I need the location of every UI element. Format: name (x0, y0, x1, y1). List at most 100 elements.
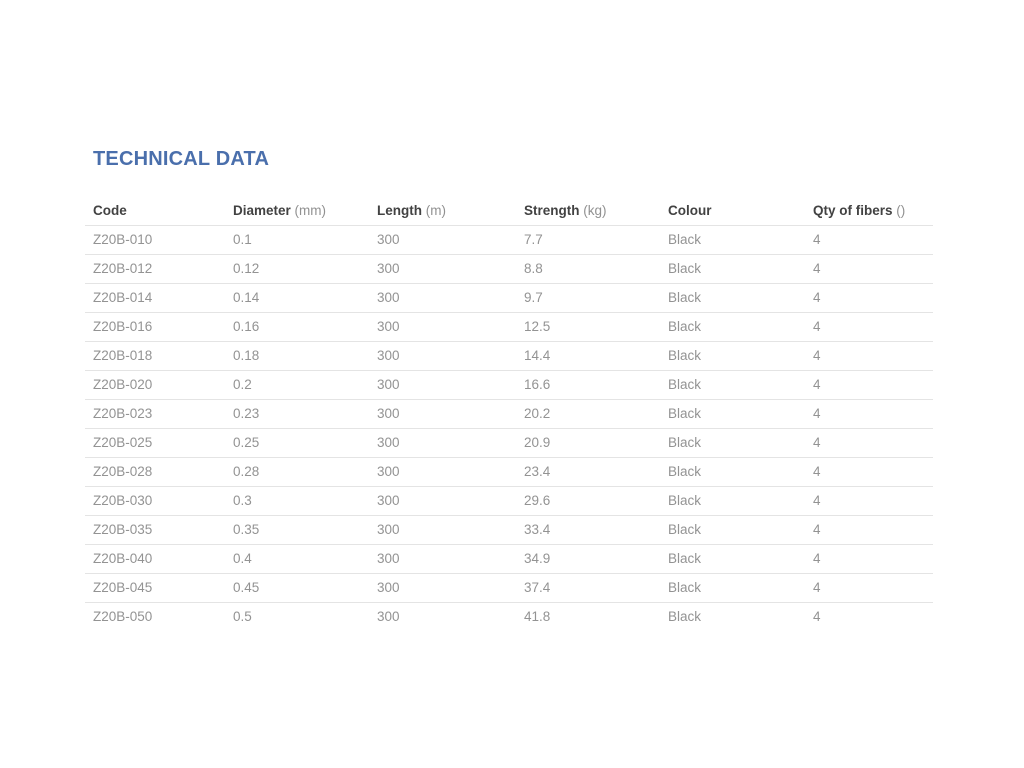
table-cell: 16.6 (516, 369, 660, 399)
technical-data-table: Code Diameter (mm) Length (m) Strength (kg)… (85, 196, 933, 631)
table-cell: 4 (805, 601, 933, 631)
table-cell: Black (660, 369, 805, 399)
table-cell: Z20B-028 (85, 456, 225, 486)
table-cell: 0.45 (225, 572, 369, 602)
table-cell: Black (660, 311, 805, 341)
table-cell: 300 (369, 369, 516, 399)
table-cell: Black (660, 427, 805, 457)
table-cell: 0.2 (225, 369, 369, 399)
table-body: Z20B-010 0.1 300 7.7 Black 4 Z20B-012 0.12 300 8.… (85, 224, 933, 631)
table-cell: 0.14 (225, 282, 369, 312)
table-cell: Z20B-016 (85, 311, 225, 341)
table-cell: 41.8 (516, 601, 660, 631)
table-row: Z20B-018 0.18 300 14.4 Black 4 (85, 340, 933, 370)
column-unit: (m) (422, 202, 446, 218)
table-row: Z20B-040 0.4 300 34.9 Black 4 (85, 543, 933, 573)
table-cell: Z20B-020 (85, 369, 225, 399)
table-row: Z20B-020 0.2 300 16.6 Black 4 (85, 369, 933, 399)
table-cell: 300 (369, 311, 516, 341)
column-header: Length (m) (369, 196, 516, 225)
table-row: Z20B-030 0.3 300 29.6 Black 4 (85, 485, 933, 515)
table-cell: 4 (805, 311, 933, 341)
table-cell: 0.12 (225, 253, 369, 283)
table-cell: 23.4 (516, 456, 660, 486)
table-row: Z20B-035 0.35 300 33.4 Black 4 (85, 514, 933, 544)
table-cell: Z20B-014 (85, 282, 225, 312)
table-cell: Black (660, 572, 805, 602)
table-row: Z20B-050 0.5 300 41.8 Black 4 (85, 601, 933, 631)
table-cell: Black (660, 601, 805, 631)
column-header: Strength (kg) (516, 196, 660, 225)
table-row: Z20B-045 0.45 300 37.4 Black 4 (85, 572, 933, 602)
column-unit: (kg) (579, 202, 607, 218)
table-cell: Black (660, 543, 805, 573)
table-cell: 300 (369, 514, 516, 544)
table-row: Z20B-023 0.23 300 20.2 Black 4 (85, 398, 933, 428)
table-cell: 300 (369, 282, 516, 312)
table-cell: Z20B-045 (85, 572, 225, 602)
table-cell: 34.9 (516, 543, 660, 573)
table-cell: 33.4 (516, 514, 660, 544)
table-cell: 37.4 (516, 572, 660, 602)
table-cell: 0.28 (225, 456, 369, 486)
table-cell: Black (660, 456, 805, 486)
table-cell: 300 (369, 427, 516, 457)
table-cell: Z20B-050 (85, 601, 225, 631)
table-cell: 300 (369, 601, 516, 631)
table-cell: 0.1 (225, 224, 369, 254)
table-row: Z20B-016 0.16 300 12.5 Black 4 (85, 311, 933, 341)
table-cell: Black (660, 253, 805, 283)
table-cell: 4 (805, 282, 933, 312)
table-cell: Black (660, 485, 805, 515)
table-cell: 4 (805, 485, 933, 515)
table-cell: 29.6 (516, 485, 660, 515)
table-row: Z20B-012 0.12 300 8.8 Black 4 (85, 253, 933, 283)
column-unit: (mm) (290, 202, 327, 218)
page-title: TECHNICAL DATA (93, 148, 270, 170)
table-row: Z20B-028 0.28 300 23.4 Black 4 (85, 456, 933, 486)
column-label: Length (377, 202, 422, 218)
table-cell: 0.35 (225, 514, 369, 544)
table-cell: Z20B-023 (85, 398, 225, 428)
table-cell: 0.23 (225, 398, 369, 428)
column-header: Qty of fibers () (805, 196, 933, 225)
table-cell: 4 (805, 456, 933, 486)
table-cell: 300 (369, 398, 516, 428)
table-cell: 4 (805, 340, 933, 370)
table-cell: 7.7 (516, 224, 660, 254)
table-cell: 300 (369, 340, 516, 370)
table-cell: 300 (369, 253, 516, 283)
table-cell: 300 (369, 224, 516, 254)
table-cell: Z20B-010 (85, 224, 225, 254)
table-cell: 20.2 (516, 398, 660, 428)
column-header: Code (85, 196, 225, 225)
table-cell: Black (660, 224, 805, 254)
table-cell: 4 (805, 572, 933, 602)
table-cell: 4 (805, 369, 933, 399)
table-cell: Black (660, 282, 805, 312)
table-cell: 4 (805, 398, 933, 428)
table-cell: 300 (369, 456, 516, 486)
column-label: Strength (524, 202, 580, 218)
table-cell: Black (660, 398, 805, 428)
column-unit: () (892, 202, 906, 218)
table-cell: 300 (369, 485, 516, 515)
column-header: Diameter (mm) (225, 196, 369, 225)
table-cell: 0.5 (225, 601, 369, 631)
table-cell: Z20B-035 (85, 514, 225, 544)
table-cell: 4 (805, 543, 933, 573)
table-cell: 300 (369, 572, 516, 602)
table-cell: 4 (805, 224, 933, 254)
column-header: Colour (660, 196, 805, 225)
table-cell: 12.5 (516, 311, 660, 341)
table-cell: Z20B-030 (85, 485, 225, 515)
table-row: Z20B-014 0.14 300 9.7 Black 4 (85, 282, 933, 312)
table-row: Z20B-025 0.25 300 20.9 Black 4 (85, 427, 933, 457)
table-cell: 4 (805, 427, 933, 457)
table-cell: 300 (369, 543, 516, 573)
table-cell: Black (660, 514, 805, 544)
column-label: Diameter (233, 202, 291, 218)
table-cell: 0.16 (225, 311, 369, 341)
column-label: Qty of fibers (813, 202, 893, 218)
table-cell: Z20B-025 (85, 427, 225, 457)
